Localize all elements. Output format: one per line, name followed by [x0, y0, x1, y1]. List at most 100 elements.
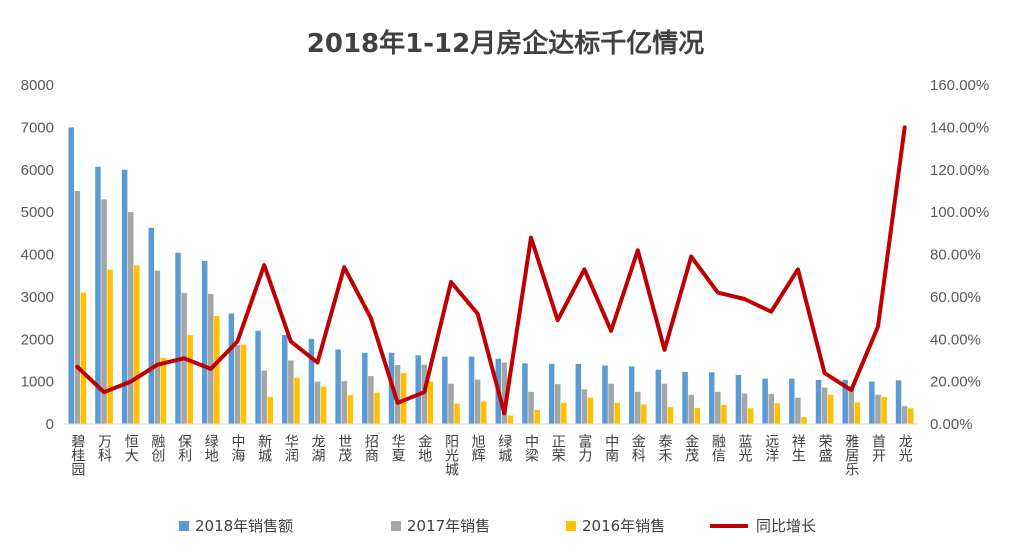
y-left-tick-label: 4000: [21, 247, 54, 264]
category-label: 金地: [416, 434, 432, 462]
bar-3-19: [587, 397, 594, 424]
axes-layer: 0 1000 2000 3000 4000 5000 6000 7000 8000 0.00% 20…: [21, 77, 990, 477]
y-right-tick-label: 20.00%: [930, 374, 981, 391]
category-label: 龙光: [897, 434, 913, 463]
bar-3-9: [320, 386, 327, 424]
y-left-tick-label: 5000: [21, 204, 54, 221]
bar-3-21: [641, 404, 647, 424]
y-left-tick-label: 3000: [21, 289, 54, 306]
y-right-tick-label: 140.00%: [930, 119, 989, 136]
category-label: 荣盛: [817, 434, 833, 462]
bar-1-0: [68, 127, 74, 424]
bar-2-10: [341, 381, 347, 424]
bar-1-7: [255, 330, 261, 424]
category-label: 泰禾: [656, 434, 672, 462]
bar-3-15: [481, 401, 487, 424]
bar-2-18: [554, 384, 561, 424]
bar-2-28: [821, 387, 828, 424]
bar-1-23: [682, 371, 688, 424]
bar-2-9: [314, 381, 321, 424]
bar-2-27: [795, 397, 801, 424]
bar-1-18: [548, 363, 555, 424]
category-label: 阳光城: [443, 434, 459, 477]
legend-swatch: [391, 521, 401, 531]
category-label: 融创: [149, 434, 165, 462]
bar-2-12: [394, 365, 401, 424]
bar-2-11: [368, 376, 374, 424]
category-label: 远洋: [763, 434, 779, 462]
y-left-tick-label: 6000: [21, 162, 54, 179]
bar-1-13: [415, 355, 421, 424]
bar-2-25: [741, 393, 748, 424]
chart-title: 2018年1-12月房企达标千亿情况: [307, 28, 704, 59]
y-right-tick-label: 80.00%: [930, 247, 981, 264]
bar-2-7: [261, 370, 267, 424]
bar-2-6: [234, 345, 241, 424]
bar-3-4: [187, 335, 193, 424]
category-label: 万科: [96, 434, 112, 462]
bar-1-9: [308, 338, 315, 424]
bars-layer: [68, 127, 914, 424]
bar-1-8: [281, 335, 288, 424]
category-label: 富力: [576, 433, 592, 463]
legend-label: 2018年销售额: [195, 517, 293, 535]
category-label: 蓝光: [737, 434, 753, 463]
category-label: 中海: [229, 434, 245, 462]
bar-2-24: [715, 391, 721, 424]
bar-2-30: [875, 394, 881, 424]
bar-2-0: [74, 190, 81, 424]
legend-label: 同比增长: [756, 517, 816, 535]
category-label: 金科: [630, 434, 646, 462]
y-right-tick-label: 100.00%: [930, 204, 989, 221]
bar-1-1: [95, 166, 101, 424]
bar-3-2: [134, 265, 140, 424]
growth-line: [75, 125, 907, 416]
category-label: 保利: [176, 434, 192, 462]
bar-3-30: [881, 396, 887, 424]
bar-2-26: [768, 393, 774, 424]
bar-3-0: [80, 292, 87, 424]
bar-1-6: [228, 313, 235, 424]
bar-1-17: [522, 363, 528, 424]
bar-3-24: [721, 404, 727, 424]
bar-1-4: [175, 252, 181, 424]
bar-1-10: [335, 349, 341, 424]
bar-3-25: [747, 408, 754, 424]
bar-3-10: [347, 395, 354, 424]
bar-1-20: [602, 365, 608, 424]
category-label: 招商: [363, 434, 379, 462]
bar-1-22: [655, 369, 662, 424]
category-label: 首开: [870, 434, 886, 462]
bar-2-19: [581, 389, 588, 424]
category-label: 祥生: [790, 434, 806, 462]
bar-3-18: [561, 402, 567, 424]
category-label: 碧桂园: [69, 434, 85, 476]
category-label: 融信: [710, 434, 726, 462]
bar-2-8: [288, 360, 294, 424]
category-label: 龙湖: [310, 434, 326, 463]
bar-1-19: [575, 363, 582, 424]
bar-2-16: [501, 362, 508, 424]
bar-3-14: [454, 403, 460, 424]
y-left-tick-label: 0: [46, 416, 54, 433]
y-right-tick-label: 40.00%: [930, 331, 981, 348]
category-label: 正荣: [550, 434, 566, 462]
bar-3-16: [507, 415, 514, 424]
legend-label: 2016年销售: [582, 517, 665, 535]
bar-3-29: [854, 402, 861, 424]
category-label: 华夏: [390, 434, 406, 462]
bar-3-7: [267, 396, 274, 424]
bar-2-23: [688, 394, 694, 424]
legend-label: 2017年销售: [407, 517, 490, 535]
bar-3-23: [694, 407, 701, 424]
bar-3-1: [107, 269, 113, 424]
bar-3-17: [534, 410, 540, 424]
bar-1-25: [735, 374, 742, 424]
category-label: 金茂: [683, 434, 699, 463]
bar-2-2: [127, 212, 134, 424]
y-left-tick-label: 8000: [21, 77, 54, 94]
bar-2-3: [154, 270, 161, 424]
bar-1-30: [869, 381, 875, 424]
bar-1-2: [121, 169, 128, 424]
